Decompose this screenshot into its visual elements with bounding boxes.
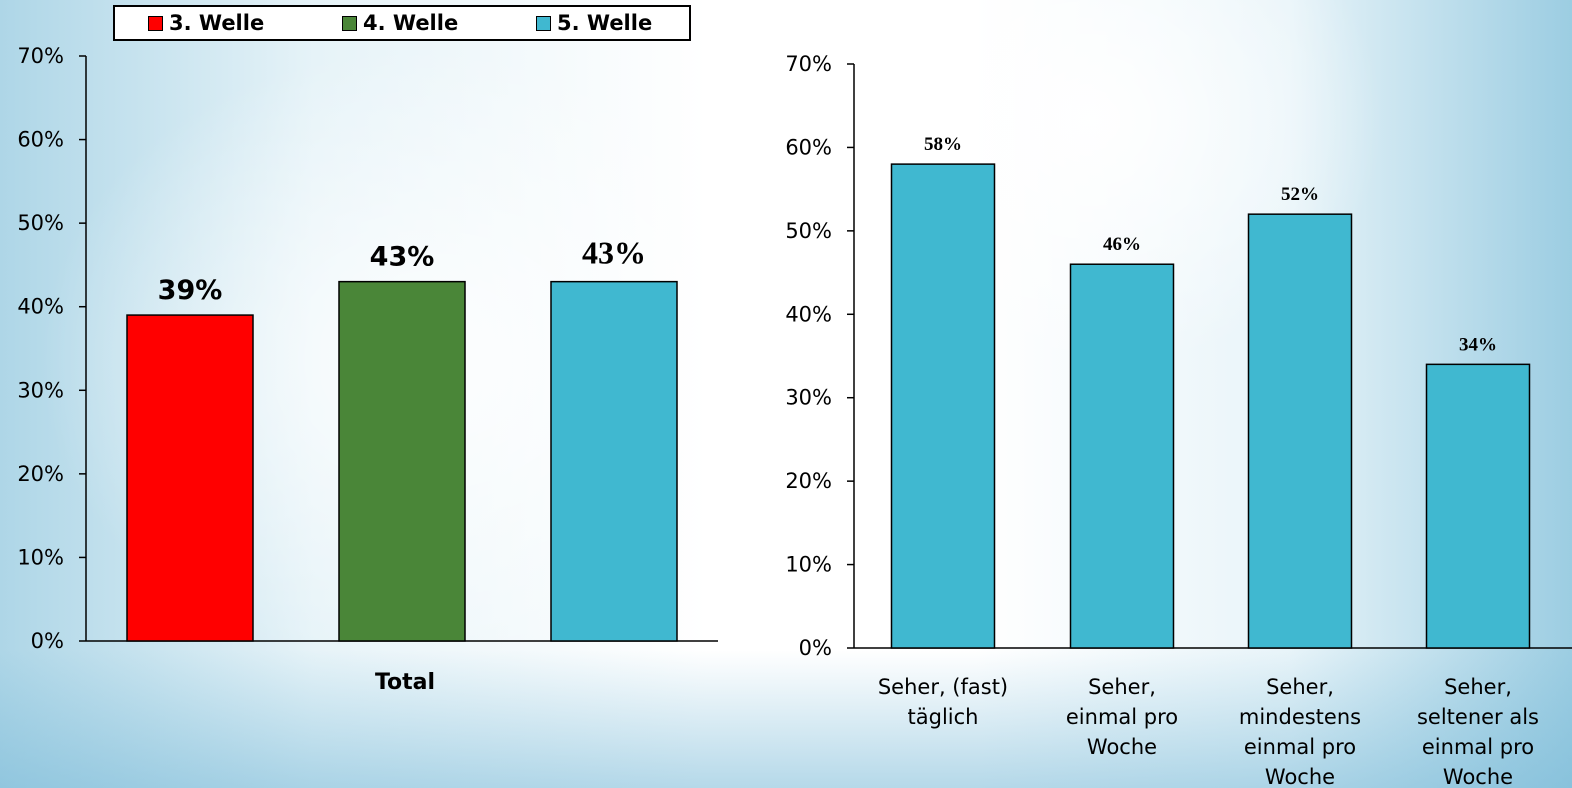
legend-swatch-4-welle [342, 15, 357, 31]
legend-swatch-3-welle [148, 15, 163, 31]
background-band [0, 650, 1572, 788]
y-tick-label: 0% [31, 629, 64, 653]
bar [338, 280, 466, 642]
x-category-label: Seher, [1444, 675, 1512, 699]
y-tick-label: 50% [785, 219, 832, 243]
data-label: 39% [158, 275, 223, 306]
data-label: 46% [1103, 234, 1141, 255]
legend-swatch-5-welle [536, 15, 551, 31]
data-label: 43% [582, 235, 646, 271]
x-category-label: täglich [908, 705, 979, 729]
y-tick-label: 30% [785, 386, 832, 410]
data-label: 58% [924, 134, 962, 155]
y-tick-label: 20% [17, 462, 64, 486]
x-category-label: seltener als [1417, 705, 1539, 729]
bar [550, 280, 678, 642]
y-tick-label: 10% [17, 545, 64, 569]
bar [890, 163, 996, 649]
x-category-label: Woche [1443, 765, 1513, 788]
legend-label-3-welle: 3. Welle [169, 11, 265, 35]
bar [1247, 213, 1353, 649]
x-category-label: Seher, [1266, 675, 1334, 699]
y-tick-label: 10% [785, 553, 832, 577]
y-tick-label: 60% [17, 128, 64, 152]
x-category-label: Woche [1265, 765, 1335, 788]
data-label: 52% [1281, 184, 1319, 205]
x-category-label: Seher, (fast) [878, 675, 1008, 699]
y-tick-label: 70% [785, 52, 832, 76]
y-tick-label: 20% [785, 469, 832, 493]
legend-item-3-welle: 3. Welle [148, 7, 264, 39]
legend-label-5-welle: 5. Welle [557, 11, 653, 35]
y-tick-label: 40% [785, 302, 832, 326]
bar [1069, 263, 1175, 649]
y-tick-label: 60% [785, 135, 832, 159]
y-tick-label: 50% [17, 211, 64, 235]
bar [126, 314, 254, 642]
bar [1425, 363, 1531, 649]
x-category-label: mindestens [1239, 705, 1361, 729]
x-category-label: Seher, [1088, 675, 1156, 699]
x-category-label: einmal pro [1066, 705, 1178, 729]
legend-item-4-welle: 4. Welle [342, 7, 458, 39]
wave-comparison-chart: 0% 10% 20% 30% 40% 50% 60% 70% 39% 43% 43% Total [17, 44, 718, 695]
data-label: 43% [370, 242, 435, 273]
y-tick-label: 40% [17, 295, 64, 319]
legend-label-4-welle: 4. Welle [363, 11, 459, 35]
x-category-label: einmal pro [1244, 735, 1356, 759]
x-category-label: Total [375, 670, 435, 695]
legend-item-5-welle: 5. Welle [536, 7, 652, 39]
y-tick-label: 30% [17, 378, 64, 402]
data-label: 34% [1459, 334, 1497, 355]
x-category-label: einmal pro [1422, 735, 1534, 759]
chart-legend: 3. Welle 4. Welle 5. Welle [113, 5, 691, 41]
y-tick-label: 0% [799, 636, 832, 660]
x-category-label: Woche [1087, 735, 1157, 759]
y-tick-label: 70% [17, 44, 64, 68]
